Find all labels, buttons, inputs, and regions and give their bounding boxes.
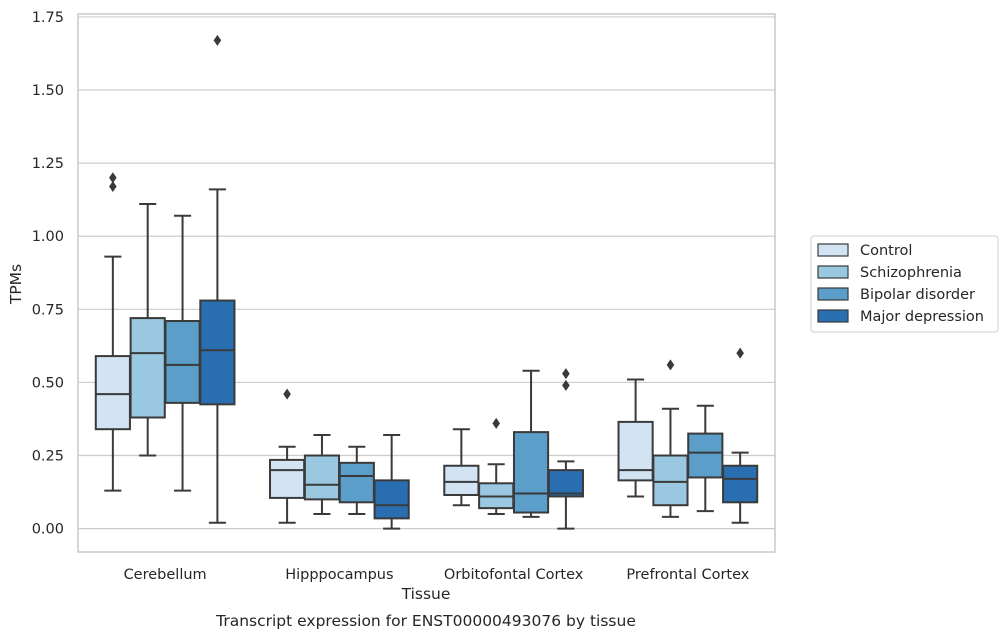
legend-item: Schizophrenia	[817, 265, 962, 281]
outlier-point	[109, 172, 117, 184]
box-body	[164, 320, 201, 404]
y-tick-label: 0.25	[32, 449, 64, 465]
box-body	[303, 454, 341, 501]
legend-label: Schizophrenia	[860, 265, 962, 281]
box-body	[617, 420, 654, 482]
x-tick-label: Prefrontal Cortex	[626, 567, 749, 583]
box-body	[129, 317, 166, 419]
box-3-2	[547, 368, 584, 530]
legend-swatch	[817, 265, 849, 279]
box-body	[687, 432, 724, 479]
box-3-1	[373, 434, 410, 530]
legend-frame	[810, 235, 999, 333]
y-tick-label: 0.75	[32, 302, 64, 318]
box-1-0	[129, 203, 166, 457]
y-tick-label: 1.50	[32, 83, 64, 99]
legend-item: Major depression	[817, 309, 984, 325]
x-axis-ticks: Cerebellum Hipppocampus Orbitofontal Corte…	[124, 567, 750, 583]
legend-item: Bipolar disorder	[817, 287, 975, 303]
x-axis-title: Tissue	[401, 585, 451, 603]
box-0-1	[269, 388, 306, 524]
outlier-point	[736, 347, 744, 359]
box-series	[94, 34, 759, 530]
legend-swatch	[817, 287, 849, 301]
box-body	[338, 461, 375, 504]
outlier-point	[666, 359, 675, 371]
outlier-point	[283, 388, 291, 400]
box-body	[94, 355, 131, 431]
box-2-0	[164, 214, 201, 492]
outlier-point	[492, 417, 500, 429]
box-1-1	[303, 434, 341, 515]
outlier-point	[213, 34, 222, 46]
y-tick-label: 0.50	[32, 375, 64, 391]
box-body	[373, 479, 410, 520]
y-tick-label: 0.00	[32, 522, 64, 538]
box-0-3	[617, 378, 654, 498]
outlier-point	[109, 181, 117, 193]
box-3-3	[722, 347, 759, 524]
y-axis-ticks: 0.00 0.25 0.50 0.75 1.00 1.25 1.50 1.75	[32, 10, 64, 538]
box-2-2	[512, 369, 550, 518]
box-body	[443, 464, 480, 496]
y-tick-label: 1.75	[32, 10, 64, 26]
legend-swatch	[817, 309, 849, 323]
outlier-point	[562, 379, 570, 391]
x-tick-label: Orbitofontal Cortex	[444, 567, 584, 583]
x-tick-label: Hipppocampus	[285, 567, 393, 583]
y-axis-title: TPMs	[7, 264, 25, 305]
y-tick-label: 1.25	[32, 156, 64, 172]
box-body	[652, 454, 689, 507]
box-0-2	[443, 428, 480, 507]
box-1-3	[652, 359, 689, 518]
box-2-1	[338, 445, 375, 515]
legend-label: Bipolar disorder	[860, 287, 975, 303]
legend-swatch	[817, 243, 849, 257]
outlier-point	[562, 368, 570, 380]
legend-item: Control	[817, 243, 912, 259]
box-2-3	[687, 404, 724, 513]
x-tick-label: Cerebellum	[124, 567, 207, 583]
legend-label: Major depression	[860, 309, 984, 325]
plot-frame	[77, 13, 776, 553]
box-0-0	[94, 172, 131, 492]
box-body	[269, 458, 306, 499]
legend-label: Control	[860, 243, 912, 259]
box-body	[547, 469, 584, 498]
box-body	[512, 431, 550, 514]
box-body	[199, 299, 236, 406]
box-1-2	[478, 417, 515, 515]
plot-border	[77, 13, 776, 553]
box-body	[722, 464, 759, 504]
chart-caption: Transcript expression for ENST0000049307…	[215, 612, 636, 630]
box-3-0	[199, 34, 236, 524]
legend: Control Schizophrenia Bipolar disorder Majo…	[810, 235, 999, 333]
y-tick-label: 1.00	[32, 229, 64, 245]
